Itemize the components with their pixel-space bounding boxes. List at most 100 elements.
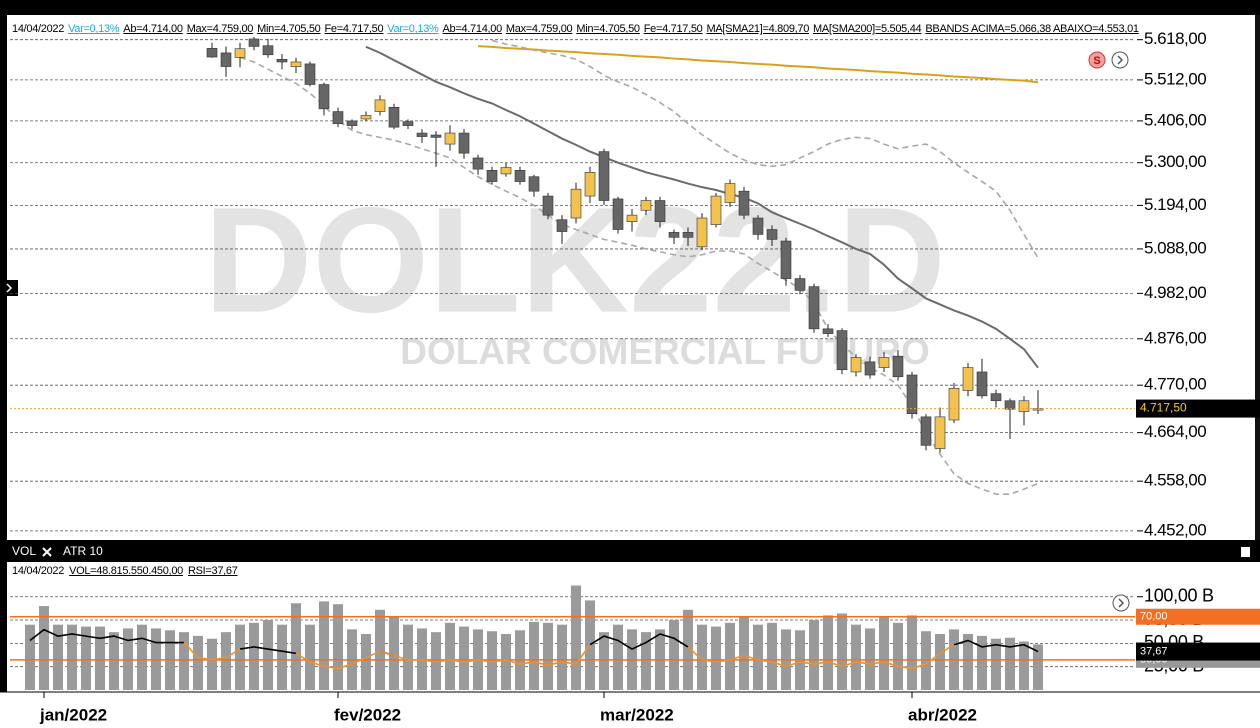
candle-body [626,214,638,223]
candle-body [416,132,428,137]
indicator-info-item: 14/04/2022 [12,565,65,577]
candle-body [976,371,988,397]
candle-body [514,170,526,182]
volume-bar [739,617,749,690]
next-icon-arrow [1117,55,1124,65]
volume-bar [389,617,399,690]
menu-bar [0,0,1260,15]
volume-bar [431,632,441,690]
candle-body [710,195,722,225]
y-tick-label: 100,00 B [1144,585,1214,605]
candle-body [934,416,946,449]
expand-button[interactable] [0,280,18,296]
volume-bar [1005,637,1015,690]
info-item: Max=4.759,00 [505,23,573,35]
y-tick-label: 5.618,00 [1144,29,1206,48]
tab-atr[interactable]: ATR 10 [63,544,103,558]
tab-close[interactable] [42,547,52,557]
info-item: Var=0,13% [68,23,120,35]
s-icon[interactable] [1088,51,1106,69]
candle-body [332,111,344,124]
volume-bar [543,622,553,690]
next-icon-low[interactable] [1112,594,1130,612]
candle-body [360,115,372,120]
volume-bar [683,609,693,690]
candle-body [696,217,708,248]
candle-body [458,132,470,154]
volume-bar [179,632,189,690]
candle-body [402,121,414,126]
volume-bar [263,620,273,690]
volume-bar [991,638,1001,690]
candle-body [528,176,540,192]
y-tick-label: 4.452,00 [1144,520,1206,539]
candle-body [948,387,960,421]
y-tick-label: 4.770,00 [1144,375,1206,394]
volume-bar [935,634,945,690]
candle-body [640,200,652,211]
candle-body [304,63,316,85]
volume-bar [823,615,833,690]
volume-bar [669,620,679,690]
info-item: Ab=4.714,00 [442,23,503,35]
last-price-label: 4.717,50 [1140,401,1187,415]
volume-bar [221,632,231,690]
next-icon[interactable] [1111,51,1129,69]
candle-body [906,374,918,415]
tab-vol[interactable]: VOL [12,544,36,558]
candle-body [794,278,806,291]
last-price-box [1136,399,1260,418]
rsi-level-label: 70,00 [1140,611,1168,623]
candle-body [738,190,750,216]
volume-bar [95,626,105,690]
rsi-last-label: 37,67 [1140,645,1168,657]
volume-bar [361,634,371,690]
volume-bar [81,626,91,690]
volume-bar [207,638,217,690]
candle-body [276,59,288,63]
candle-body [752,217,764,235]
candle-body [318,84,330,110]
volume-bar [109,632,119,690]
volume-bar [921,631,931,690]
volume-bar [403,624,413,690]
candle-body [878,357,890,368]
info-item: Min=4.705,50 [257,23,321,35]
candle-body [836,330,848,371]
candle-body [248,38,260,47]
panel-menu[interactable] [1241,547,1250,557]
y-tick-label: 4.664,00 [1144,422,1206,441]
volume-bar [501,634,511,690]
info-item: Max=4.759,00 [186,23,254,35]
candle-body [864,361,876,376]
indicator-tabs [0,540,1260,562]
volume-bar [1033,644,1043,690]
volume-bar [333,604,343,690]
candle-body [920,416,932,446]
candle-body [780,240,792,279]
info-item: Fe=4.717,50 [324,23,384,35]
volume-bar [67,624,77,690]
indicator-line [239,56,1039,495]
candle-body [1004,400,1016,410]
candle-body [444,132,456,145]
volume-bar [851,624,861,690]
y-tick-label: 5.088,00 [1144,238,1206,257]
volume-bar [53,624,63,690]
x-tick-label: fev/2022 [334,705,401,724]
candle-body [262,45,274,56]
candle-body [556,219,568,232]
info-item: MA[SMA200]=5.505,44 [813,23,922,35]
candle-body [220,52,232,67]
volume-bar [697,624,707,690]
candle-body [654,200,666,223]
candle-body [892,355,904,378]
indicator-info-item: RSI=37,67 [187,565,238,577]
indicator-line [491,39,1039,259]
volume-bar [641,632,651,690]
volume-bar [305,624,315,690]
indicator-line [365,45,1039,369]
rsi-line [183,642,955,670]
